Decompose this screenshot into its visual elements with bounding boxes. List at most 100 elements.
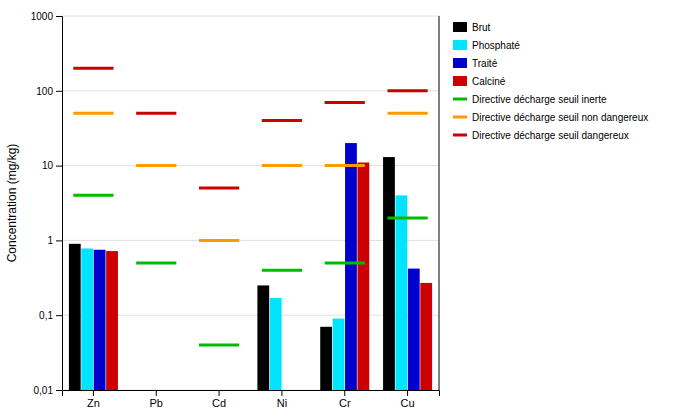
legend-swatch: [453, 76, 467, 86]
grid-line: [62, 16, 439, 17]
x-tick-mark: [281, 390, 282, 396]
y-axis-line: [56, 17, 63, 391]
threshold-line: [262, 269, 302, 272]
bar: [69, 244, 81, 390]
y-tick: 100: [36, 86, 62, 97]
legend-swatch: [453, 58, 467, 68]
y-tick-mark: [56, 315, 62, 316]
legend-item: Brut: [453, 22, 491, 33]
y-tick-mark: [56, 240, 62, 241]
threshold-line: [136, 261, 176, 264]
x-tick-mark: [407, 390, 408, 396]
legend-label: Phosphaté: [472, 40, 520, 51]
y-tick-label: 0,01: [34, 385, 54, 396]
chart: 0,01 0,1 1 10 100 1000 Zn Pb Cd Ni Cr Cu Concentrati…: [0, 0, 679, 420]
legend-swatch: [453, 98, 467, 101]
legend-swatch: [453, 22, 467, 32]
threshold-line: [199, 239, 239, 242]
threshold-line: [199, 343, 239, 346]
legend-item: Traité: [453, 58, 498, 69]
grid: [62, 16, 439, 390]
bar: [81, 248, 93, 390]
bar: [106, 251, 118, 390]
y-tick-mark: [56, 16, 62, 17]
legend-swatch: [453, 116, 467, 119]
x-tick-mark: [93, 390, 94, 396]
threshold-line: [199, 187, 239, 190]
y-axis-title: Concentration (mg/kg): [5, 144, 19, 263]
y-tick-mark: [56, 91, 62, 92]
threshold-line: [325, 101, 365, 104]
y-tick: 0,1: [39, 310, 62, 321]
legend-label: Brut: [472, 22, 491, 33]
bar: [94, 250, 106, 390]
legend-item: Directive décharge seuil non dangereux: [453, 112, 648, 123]
y-tick-label: 0,1: [39, 310, 53, 321]
grid-line: [62, 315, 439, 316]
threshold-series: [73, 68, 427, 188]
bar: [270, 298, 282, 390]
bar: [333, 319, 345, 390]
threshold-line: [73, 112, 113, 115]
grid-line: [62, 90, 439, 91]
threshold-line: [325, 164, 365, 167]
x-tick-label: Ni: [277, 397, 287, 409]
x-tick-label: Zn: [87, 397, 100, 409]
legend-label: Directive décharge seuil non dangereux: [472, 112, 648, 123]
y-tick-label: 10: [42, 160, 54, 171]
threshold-line: [73, 194, 113, 197]
marks: [69, 68, 432, 390]
y-axis: 0,01 0,1 1 10 100 1000: [31, 11, 63, 396]
frame: [439, 16, 440, 390]
bar-series: [94, 143, 420, 390]
x-tick-mark: [156, 390, 157, 396]
x-tick: Zn: [87, 390, 100, 409]
x-tick-label: Cr: [339, 397, 351, 409]
legend-swatch: [453, 40, 467, 50]
y-tick: 0,01: [34, 385, 62, 396]
threshold-line: [262, 119, 302, 122]
threshold-line: [262, 164, 302, 167]
legend-label: Directive décharge seuil inerte: [472, 94, 607, 105]
y-tick: 10: [42, 160, 62, 171]
legend-swatch: [453, 134, 467, 137]
x-tick: Pb: [150, 390, 163, 409]
y-tick: 1: [47, 235, 62, 246]
y-tick-label: 1000: [31, 11, 54, 22]
y-tick: 1000: [31, 11, 62, 22]
x-tick: Cd: [212, 390, 226, 409]
x-tick-mark: [344, 390, 345, 396]
bar: [408, 269, 420, 390]
bar: [345, 143, 357, 390]
bar-series: [106, 163, 432, 390]
x-tick-label: Cd: [212, 397, 226, 409]
x-tick-label: Cu: [401, 397, 415, 409]
y-tick-label: 100: [36, 86, 53, 97]
threshold-line: [325, 261, 365, 264]
threshold-line: [136, 112, 176, 115]
x-tick: Cu: [401, 390, 415, 409]
threshold-line: [136, 164, 176, 167]
bar: [395, 195, 407, 390]
legend-item: Directive décharge seuil dangereux: [453, 130, 629, 141]
legend-item: Directive décharge seuil inerte: [453, 94, 607, 105]
bar: [257, 285, 269, 390]
legend-label: Directive décharge seuil dangereux: [472, 130, 629, 141]
threshold-line: [387, 216, 427, 219]
x-axis-line: [63, 391, 440, 397]
y-tick-mark: [56, 390, 62, 391]
legend-item: Calciné: [453, 76, 506, 87]
grid-line: [62, 165, 439, 166]
grid-line: [62, 240, 439, 241]
bar: [420, 283, 432, 390]
legend-item: Phosphaté: [453, 40, 520, 51]
y-tick-label: 1: [47, 235, 53, 246]
x-tick: Ni: [277, 390, 287, 409]
x-axis: Zn Pb Cd Ni Cr Cu: [63, 390, 440, 409]
legend: Brut Phosphaté Traité Calciné Directive déch…: [453, 22, 648, 141]
legend-label: Traité: [472, 58, 498, 69]
bar: [383, 157, 395, 390]
threshold-line: [387, 89, 427, 92]
threshold-series: [73, 113, 427, 240]
x-tick: Cr: [339, 390, 351, 409]
